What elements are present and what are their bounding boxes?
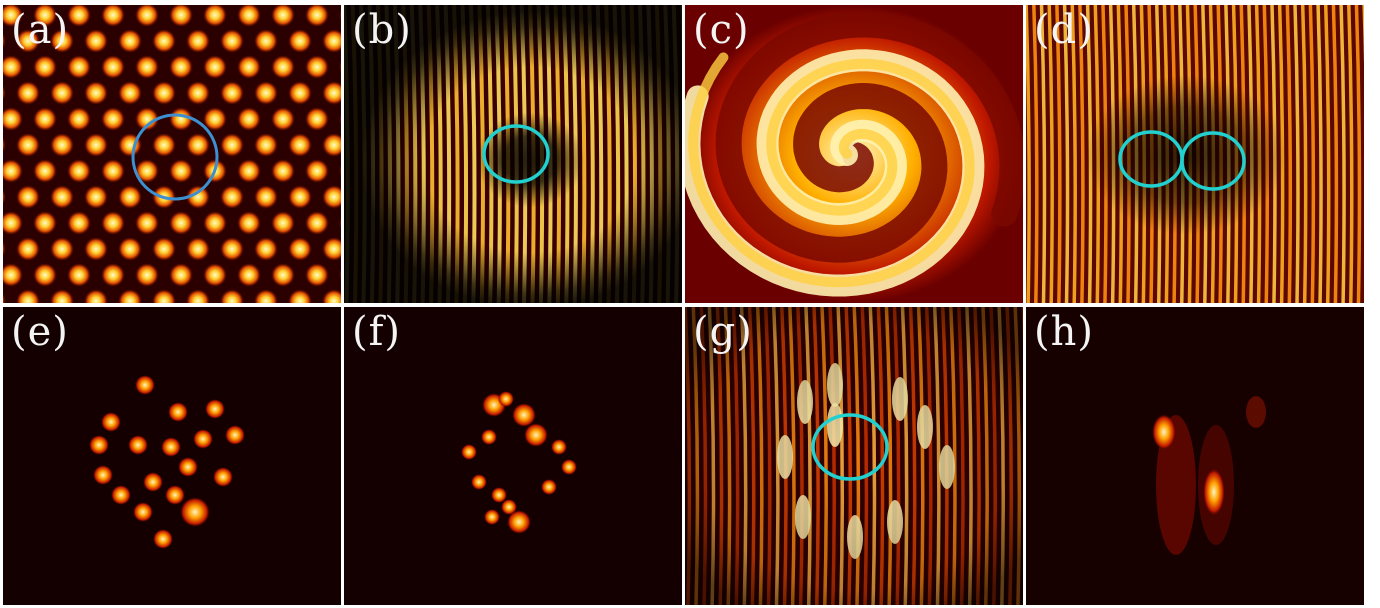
panel-b-fringes: (b) xyxy=(344,5,682,303)
spot-pattern xyxy=(3,307,341,605)
lobe-pattern xyxy=(1026,307,1364,605)
panel-f-spots: (f) xyxy=(344,307,682,605)
panel-label-c: (c) xyxy=(693,7,750,53)
fringe-pattern xyxy=(1026,5,1364,303)
panel-label-d: (d) xyxy=(1034,7,1094,53)
vortex-marker-circle xyxy=(482,124,550,184)
panel-label-h: (h) xyxy=(1034,309,1094,355)
vortex-marker-circle xyxy=(131,113,219,201)
fringe-pattern xyxy=(685,307,1023,605)
panel-e-spots: (e) xyxy=(3,307,341,605)
fringe-pattern xyxy=(344,5,682,303)
lattice-pattern xyxy=(3,5,341,303)
vortex-marker-circle xyxy=(811,413,889,481)
panel-label-g: (g) xyxy=(693,309,753,355)
panel-h-lobes: (h) xyxy=(1026,307,1364,605)
spot-pattern xyxy=(344,307,682,605)
panel-a-lattice: (a) xyxy=(3,5,341,303)
panel-label-f: (f) xyxy=(352,309,402,355)
panel-c-spiral: (c) xyxy=(685,5,1023,303)
panel-d-fringes: (d) xyxy=(1026,5,1364,303)
panel-g-fringes: (g) xyxy=(685,307,1023,605)
panel-label-b: (b) xyxy=(352,7,412,53)
panel-label-a: (a) xyxy=(11,7,70,53)
panel-label-e: (e) xyxy=(11,309,69,355)
spiral-pattern xyxy=(685,5,1023,303)
vortex-marker-circle xyxy=(1180,131,1246,191)
